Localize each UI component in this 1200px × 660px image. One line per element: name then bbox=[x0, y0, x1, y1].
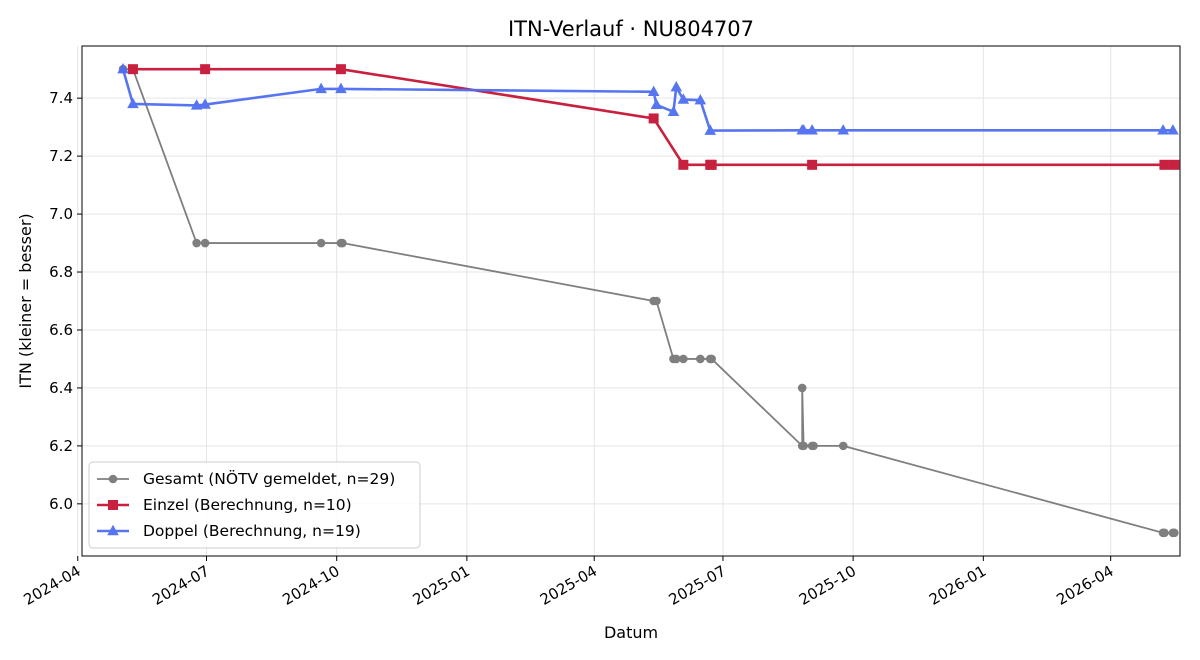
y-tick-label: 6.0 bbox=[49, 495, 73, 513]
data-point bbox=[192, 238, 201, 248]
data-point bbox=[704, 124, 717, 135]
data-point bbox=[315, 82, 327, 94]
data-point bbox=[648, 113, 659, 124]
series-doppel bbox=[117, 62, 1179, 135]
data-point bbox=[694, 93, 707, 105]
legend-marker bbox=[107, 524, 119, 536]
data-point bbox=[127, 64, 138, 75]
data-point bbox=[671, 354, 681, 364]
y-tick-label: 7.2 bbox=[49, 147, 73, 165]
data-point bbox=[677, 93, 690, 104]
legend-label: Einzel (Berechnung, n=10) bbox=[143, 496, 352, 514]
data-point bbox=[127, 97, 139, 109]
series-line bbox=[132, 67, 1175, 167]
legend-entry-doppel bbox=[97, 524, 129, 536]
x-tick-label: 2024-10 bbox=[279, 562, 342, 609]
series-line bbox=[121, 68, 1173, 132]
x-tick-label: 2025-07 bbox=[666, 562, 729, 609]
data-point bbox=[117, 62, 129, 74]
data-point bbox=[1159, 159, 1170, 170]
data-point bbox=[706, 159, 717, 170]
y-tick-label: 6.2 bbox=[49, 437, 73, 455]
legend-marker bbox=[108, 474, 118, 484]
data-point bbox=[1157, 124, 1169, 135]
data-point bbox=[809, 441, 818, 451]
data-point bbox=[799, 441, 808, 451]
data-point bbox=[797, 124, 810, 135]
series-einzel bbox=[127, 64, 1180, 170]
y-tick-label: 6.6 bbox=[49, 321, 73, 339]
y-axis-ticks: 6.0 6.2 6.4 6.6 6.8 7.0 7.2 7.4 bbox=[49, 89, 82, 513]
legend-label: Doppel (Berechnung, n=19) bbox=[143, 522, 361, 540]
data-point bbox=[807, 159, 818, 170]
data-point bbox=[647, 85, 660, 96]
data-point bbox=[837, 124, 850, 135]
data-point bbox=[670, 80, 683, 92]
legend-label: Gesamt (NÖTV gemeldet, n=29) bbox=[143, 469, 395, 488]
data-point bbox=[806, 124, 818, 135]
data-point bbox=[679, 354, 688, 364]
x-axis-title: Datum bbox=[604, 623, 658, 642]
series-layer bbox=[117, 62, 1180, 538]
data-point bbox=[199, 98, 211, 109]
x-tick-label: 2026-04 bbox=[1053, 562, 1116, 609]
legend-marker bbox=[108, 500, 118, 510]
data-point bbox=[1170, 528, 1179, 538]
data-point bbox=[650, 98, 663, 110]
data-point bbox=[1167, 124, 1179, 135]
data-point bbox=[1169, 159, 1180, 170]
data-point bbox=[696, 354, 705, 364]
x-tick-label: 2024-04 bbox=[20, 562, 83, 609]
x-tick-label: 2025-10 bbox=[796, 562, 859, 609]
data-point bbox=[190, 99, 203, 110]
legend-entry-gesamt bbox=[97, 474, 129, 484]
series-gesamt bbox=[118, 64, 1179, 538]
data-point bbox=[678, 159, 689, 170]
legend-box bbox=[88, 461, 421, 549]
data-point bbox=[652, 296, 661, 306]
legend: Gesamt (NÖTV gemeldet, n=29) Einzel (Bere… bbox=[88, 461, 421, 549]
data-point bbox=[335, 82, 347, 94]
data-point bbox=[316, 238, 326, 248]
data-point bbox=[707, 354, 716, 364]
data-point bbox=[200, 238, 210, 248]
x-tick-label: 2026-01 bbox=[926, 562, 989, 609]
x-axis-ticks: 2024-04 2024-07 2024-10 2025-01 2025-04 2025-… bbox=[20, 556, 1117, 609]
data-point bbox=[335, 64, 346, 75]
data-point bbox=[797, 383, 807, 393]
data-point bbox=[838, 441, 848, 451]
chart-title: ITN-Verlauf · NU804707 bbox=[508, 17, 754, 41]
data-point bbox=[1160, 528, 1169, 538]
y-axis-title: ITN (kleiner = besser) bbox=[16, 213, 35, 388]
x-tick-label: 2025-01 bbox=[410, 562, 473, 609]
plot-frame bbox=[81, 45, 1181, 557]
y-tick-label: 6.8 bbox=[49, 263, 73, 281]
data-point bbox=[667, 105, 680, 116]
y-tick-label: 6.4 bbox=[49, 379, 73, 397]
y-tick-label: 7.4 bbox=[49, 89, 73, 107]
x-tick-label: 2024-07 bbox=[149, 562, 212, 609]
data-point bbox=[200, 64, 211, 75]
data-point bbox=[338, 238, 347, 248]
legend-entry-einzel bbox=[97, 500, 129, 510]
x-tick-label: 2025-04 bbox=[537, 562, 600, 609]
y-tick-label: 7.0 bbox=[49, 205, 73, 223]
